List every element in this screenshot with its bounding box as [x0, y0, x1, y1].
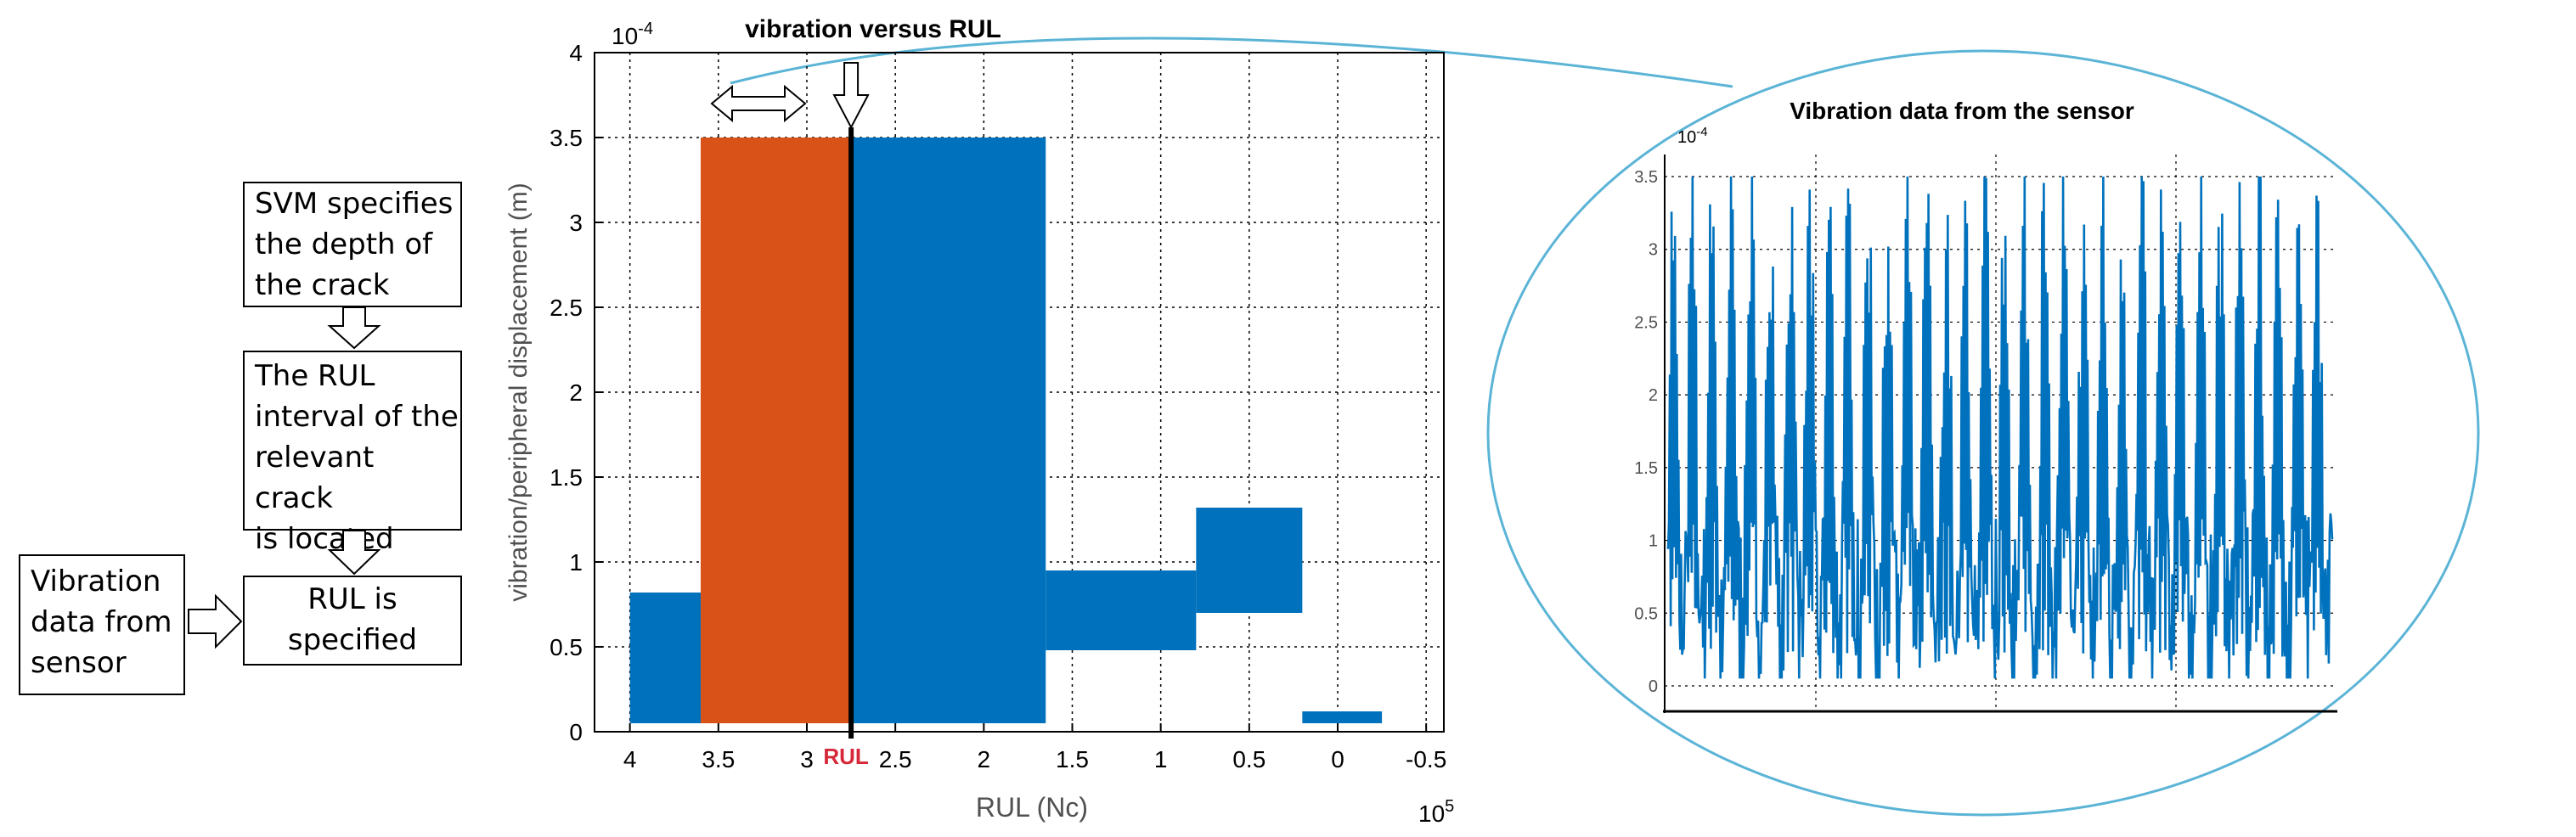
chart1-ticks: 4 3.5 3 2.5 2 1.5 1 0.5 0 -0.5 0 0.5 1 1.5 2 2.5 3 3.5 4	[550, 40, 1446, 772]
chart2-ytick-label: 0.5	[1634, 604, 1658, 623]
sensor-box-line: data from	[31, 605, 172, 639]
chart1-xtick-label: 3.5	[702, 746, 735, 772]
interval-box-line: is located	[255, 522, 394, 556]
chart1-xtick-label: 3	[800, 746, 814, 772]
chart1-grid	[595, 52, 1444, 733]
chart2-ytick-label: 2	[1649, 386, 1658, 405]
svm-box-line: the depth of	[255, 228, 433, 261]
chart2-ytick-label: 1	[1649, 532, 1658, 551]
chart2-title: Vibration data from the sensor	[1790, 98, 2134, 124]
chart1-ytick-label: 2.5	[550, 295, 583, 321]
chart2-y-exponent-power: -4	[1696, 125, 1707, 139]
chart1-ytick-label: 1	[569, 549, 583, 576]
chart1-x-exponent-base: 10	[1418, 800, 1445, 827]
vibration-series-line	[1666, 176, 2334, 679]
chart1-bars	[629, 138, 1383, 723]
chart1-bar	[1302, 711, 1383, 723]
chart1-bar	[701, 138, 852, 723]
chart1-axes-box	[594, 52, 1445, 733]
sensor-vibration-chart: Vibration data from the sensor 10-4 0 0.5…	[1634, 98, 2337, 713]
chart1-xtick-label: 1.5	[1056, 746, 1089, 772]
chart1-ytick-label: 0.5	[550, 634, 583, 660]
chart2-ytick-label: 0	[1649, 677, 1658, 696]
chart1-x-exponent: 105	[1418, 797, 1454, 827]
rul-box-line: specified	[287, 623, 418, 657]
chart2-ytick-label: 3	[1649, 241, 1658, 260]
chart1-y-exponent-power: -4	[638, 20, 653, 38]
sensor-box: Vibration data from sensor	[19, 554, 185, 695]
interval-box-line: relevant crack	[255, 441, 375, 515]
zoom-ellipse	[1486, 49, 2480, 817]
chart1-ytick-label: 1.5	[550, 464, 583, 491]
chart1-ytick-label: 2	[569, 379, 583, 406]
rul-box: RUL is specified	[243, 576, 462, 666]
chart1-x-exponent-power: 5	[1445, 797, 1454, 816]
chart1-y-exponent-base: 10	[612, 23, 638, 49]
chart1-title: vibration versus RUL	[745, 15, 1001, 43]
right-arrow-icon	[188, 593, 243, 649]
svm-box-line: the crack	[255, 268, 390, 302]
chart1-xtick-label: 0	[1331, 746, 1344, 772]
chart2-y-exponent-base: 10	[1677, 128, 1696, 147]
chart2-ticks: 0 0.5 1 1.5 2 2.5 3 3.5	[1634, 168, 1658, 696]
chart1-xtick-label: 1	[1154, 746, 1168, 772]
chart1-xtick-label: 2.5	[879, 746, 912, 772]
chart2-ytick-label: 2.5	[1634, 313, 1658, 332]
chart2-ytick-label: 1.5	[1634, 459, 1658, 478]
chart1-ytick-label: 3.5	[550, 125, 583, 151]
rul-box-line: RUL is	[307, 582, 397, 616]
chart1-ytick-label: 4	[569, 40, 583, 66]
svm-box-line: SVM specifies	[255, 187, 454, 221]
interval-box-line: The RUL	[255, 359, 375, 393]
vibration-rul-chart: 4 3.5 3 2.5 2 1.5 1 0.5 0 -0.5 0 0.5 1 1.5 2 2.5 3 3.5 4 R…	[504, 15, 1454, 827]
chart1-bar	[1046, 570, 1197, 650]
chart1-xtick-label: 2	[978, 746, 991, 772]
chart1-xlabel: RUL (Nc)	[976, 792, 1088, 823]
chart2-grid	[1665, 154, 2336, 711]
double-arrow-icon	[710, 84, 807, 123]
chart1-xtick-label: 4	[623, 746, 637, 772]
chart1-ylabel: vibration/peripheral displacement (m)	[504, 183, 533, 602]
chart1-xtick-label: 0.5	[1232, 746, 1265, 772]
chart1-ytick-label: 3	[569, 210, 583, 236]
chart1-bar	[1196, 508, 1303, 613]
chart1-y-exponent: 10-4	[612, 20, 653, 49]
down-arrow-icon	[327, 306, 381, 350]
sensor-box-line: sensor	[31, 646, 127, 680]
chart1-ytick-label: 0	[569, 719, 583, 745]
interval-box: The RUL interval of the relevant crack i…	[243, 351, 462, 556]
svm-box: SVM specifies the depth of the crack	[243, 182, 462, 307]
chart2-y-exponent: 10-4	[1677, 125, 1708, 147]
chart1-xtick-label: -0.5	[1406, 746, 1446, 772]
chart1-bar	[629, 593, 701, 723]
sensor-box-line: Vibration	[31, 565, 161, 598]
rul-marker-label: RUL	[823, 744, 869, 769]
chart2-ytick-label: 3.5	[1634, 168, 1658, 187]
chart1-bar	[851, 138, 1046, 723]
interval-box-line: interval of the	[255, 400, 459, 434]
marker-down-arrow-icon	[832, 62, 870, 130]
zoom-connector	[730, 37, 1733, 88]
